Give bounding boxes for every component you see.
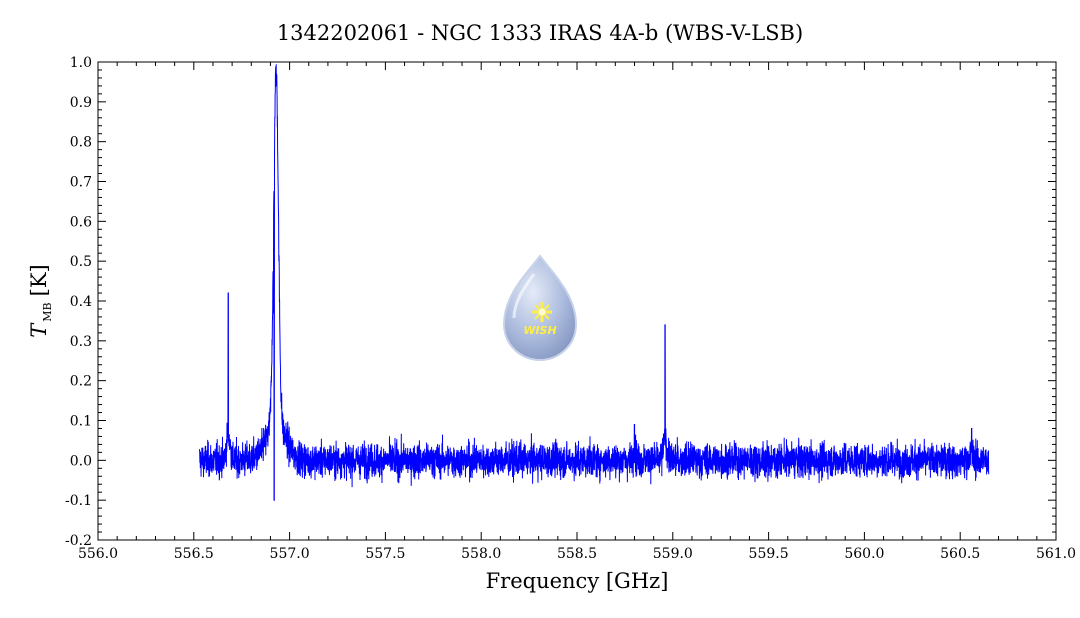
y-tick-label: 0.1 <box>70 414 92 430</box>
x-tick-label: 556.5 <box>174 546 214 562</box>
y-tick-label: 0.7 <box>70 175 92 191</box>
y-tick-label: -0.2 <box>65 533 92 549</box>
y-axis-label-main: T <box>27 322 51 338</box>
y-tick-label: 0.8 <box>70 135 92 151</box>
x-tick-label: 558.0 <box>461 546 501 562</box>
water-drop-icon <box>502 254 578 362</box>
y-tick-label: 0.6 <box>70 214 92 230</box>
y-tick-label: 0.3 <box>70 334 92 350</box>
y-tick-label: 1.0 <box>70 55 92 71</box>
x-tick-label: 557.5 <box>365 546 405 562</box>
y-tick-label: 0.5 <box>70 254 92 270</box>
y-axis-label: TMB [K] <box>27 264 54 337</box>
x-tick-label: 559.0 <box>653 546 693 562</box>
y-axis-label-sub: MB <box>41 302 54 321</box>
spectrum-series-line <box>199 64 990 501</box>
axis-ticks <box>97 61 1057 541</box>
plot-area: 556.0 556.5 557.0 557.5 558.0 558.5 559.0 559.5… <box>65 55 1076 562</box>
logo-label: WISH <box>523 324 556 337</box>
x-axis-label: Frequency [GHz] <box>486 569 669 593</box>
y-tick-labels: -0.2 -0.1 0.0 0.1 0.2 0.3 0.4 0.5 0.6 0.7 0.8 0.9 1.… <box>65 55 92 549</box>
x-tick-label: 560.5 <box>940 546 980 562</box>
svg-text:TMB[K]: TMB [K] <box>27 264 54 337</box>
y-tick-label: -0.1 <box>65 493 92 509</box>
star-icon <box>532 302 552 322</box>
x-tick-label: 557.0 <box>270 546 310 562</box>
y-tick-label: 0.0 <box>70 453 92 469</box>
y-tick-label: 0.4 <box>70 294 92 310</box>
x-tick-label: 560.0 <box>844 546 884 562</box>
wish-logo: WISH <box>502 254 578 362</box>
x-tick-label: 559.5 <box>749 546 789 562</box>
x-tick-label: 556.0 <box>78 546 118 562</box>
chart-title: 1342202061 - NGC 1333 IRAS 4A-b (WBS-V-L… <box>277 21 803 45</box>
y-tick-label: 0.9 <box>70 95 92 111</box>
y-axis-label-unit: [K] <box>27 264 51 296</box>
y-tick-label: 0.2 <box>70 374 92 390</box>
x-tick-label: 561.0 <box>1036 546 1076 562</box>
x-tick-labels: 556.0 556.5 557.0 557.5 558.0 558.5 559.0 559.5… <box>78 546 1076 562</box>
x-tick-label: 558.5 <box>557 546 597 562</box>
